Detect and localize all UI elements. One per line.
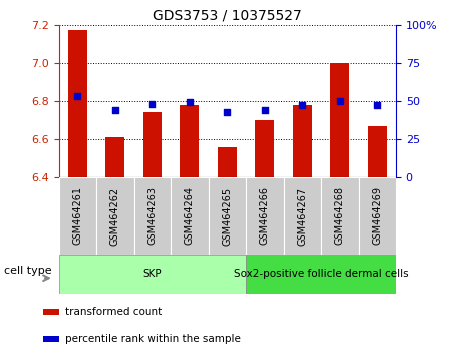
- Point: [111, 107, 118, 113]
- Bar: [256, 120, 274, 177]
- Bar: [284, 177, 321, 255]
- Bar: [208, 177, 246, 255]
- Bar: [143, 112, 162, 177]
- Bar: [180, 105, 199, 177]
- Point: [186, 99, 194, 105]
- Bar: [171, 177, 208, 255]
- Bar: [246, 177, 284, 255]
- Text: GSM464264: GSM464264: [185, 187, 195, 245]
- Text: GSM464267: GSM464267: [297, 186, 307, 246]
- Text: GSM464263: GSM464263: [147, 187, 157, 245]
- Point: [336, 98, 343, 104]
- Point: [261, 107, 268, 113]
- Point: [224, 109, 231, 114]
- Text: transformed count: transformed count: [65, 307, 162, 317]
- Bar: [43, 309, 59, 315]
- Text: Sox2-positive follicle dermal cells: Sox2-positive follicle dermal cells: [234, 269, 408, 279]
- Text: GSM464261: GSM464261: [72, 187, 82, 245]
- Bar: [218, 147, 237, 177]
- Bar: [359, 177, 396, 255]
- Bar: [58, 177, 96, 255]
- Point: [299, 103, 306, 108]
- Text: cell type: cell type: [4, 266, 52, 276]
- Text: percentile rank within the sample: percentile rank within the sample: [65, 334, 241, 344]
- Bar: [58, 255, 246, 294]
- Bar: [105, 137, 124, 177]
- Point: [74, 93, 81, 99]
- Bar: [293, 105, 311, 177]
- Bar: [330, 63, 349, 177]
- Bar: [321, 177, 359, 255]
- Text: GSM464262: GSM464262: [110, 186, 120, 246]
- Bar: [96, 177, 134, 255]
- Text: GSM464265: GSM464265: [222, 186, 232, 246]
- Text: GSM464268: GSM464268: [335, 187, 345, 245]
- Text: SKP: SKP: [143, 269, 162, 279]
- Text: GSM464269: GSM464269: [372, 187, 382, 245]
- Point: [148, 101, 156, 107]
- Bar: [134, 177, 171, 255]
- Point: [374, 103, 381, 108]
- Bar: [368, 126, 387, 177]
- Text: GSM464266: GSM464266: [260, 187, 270, 245]
- Bar: [246, 255, 396, 294]
- Title: GDS3753 / 10375527: GDS3753 / 10375527: [153, 8, 302, 22]
- Bar: [43, 336, 59, 342]
- Bar: [68, 30, 86, 177]
